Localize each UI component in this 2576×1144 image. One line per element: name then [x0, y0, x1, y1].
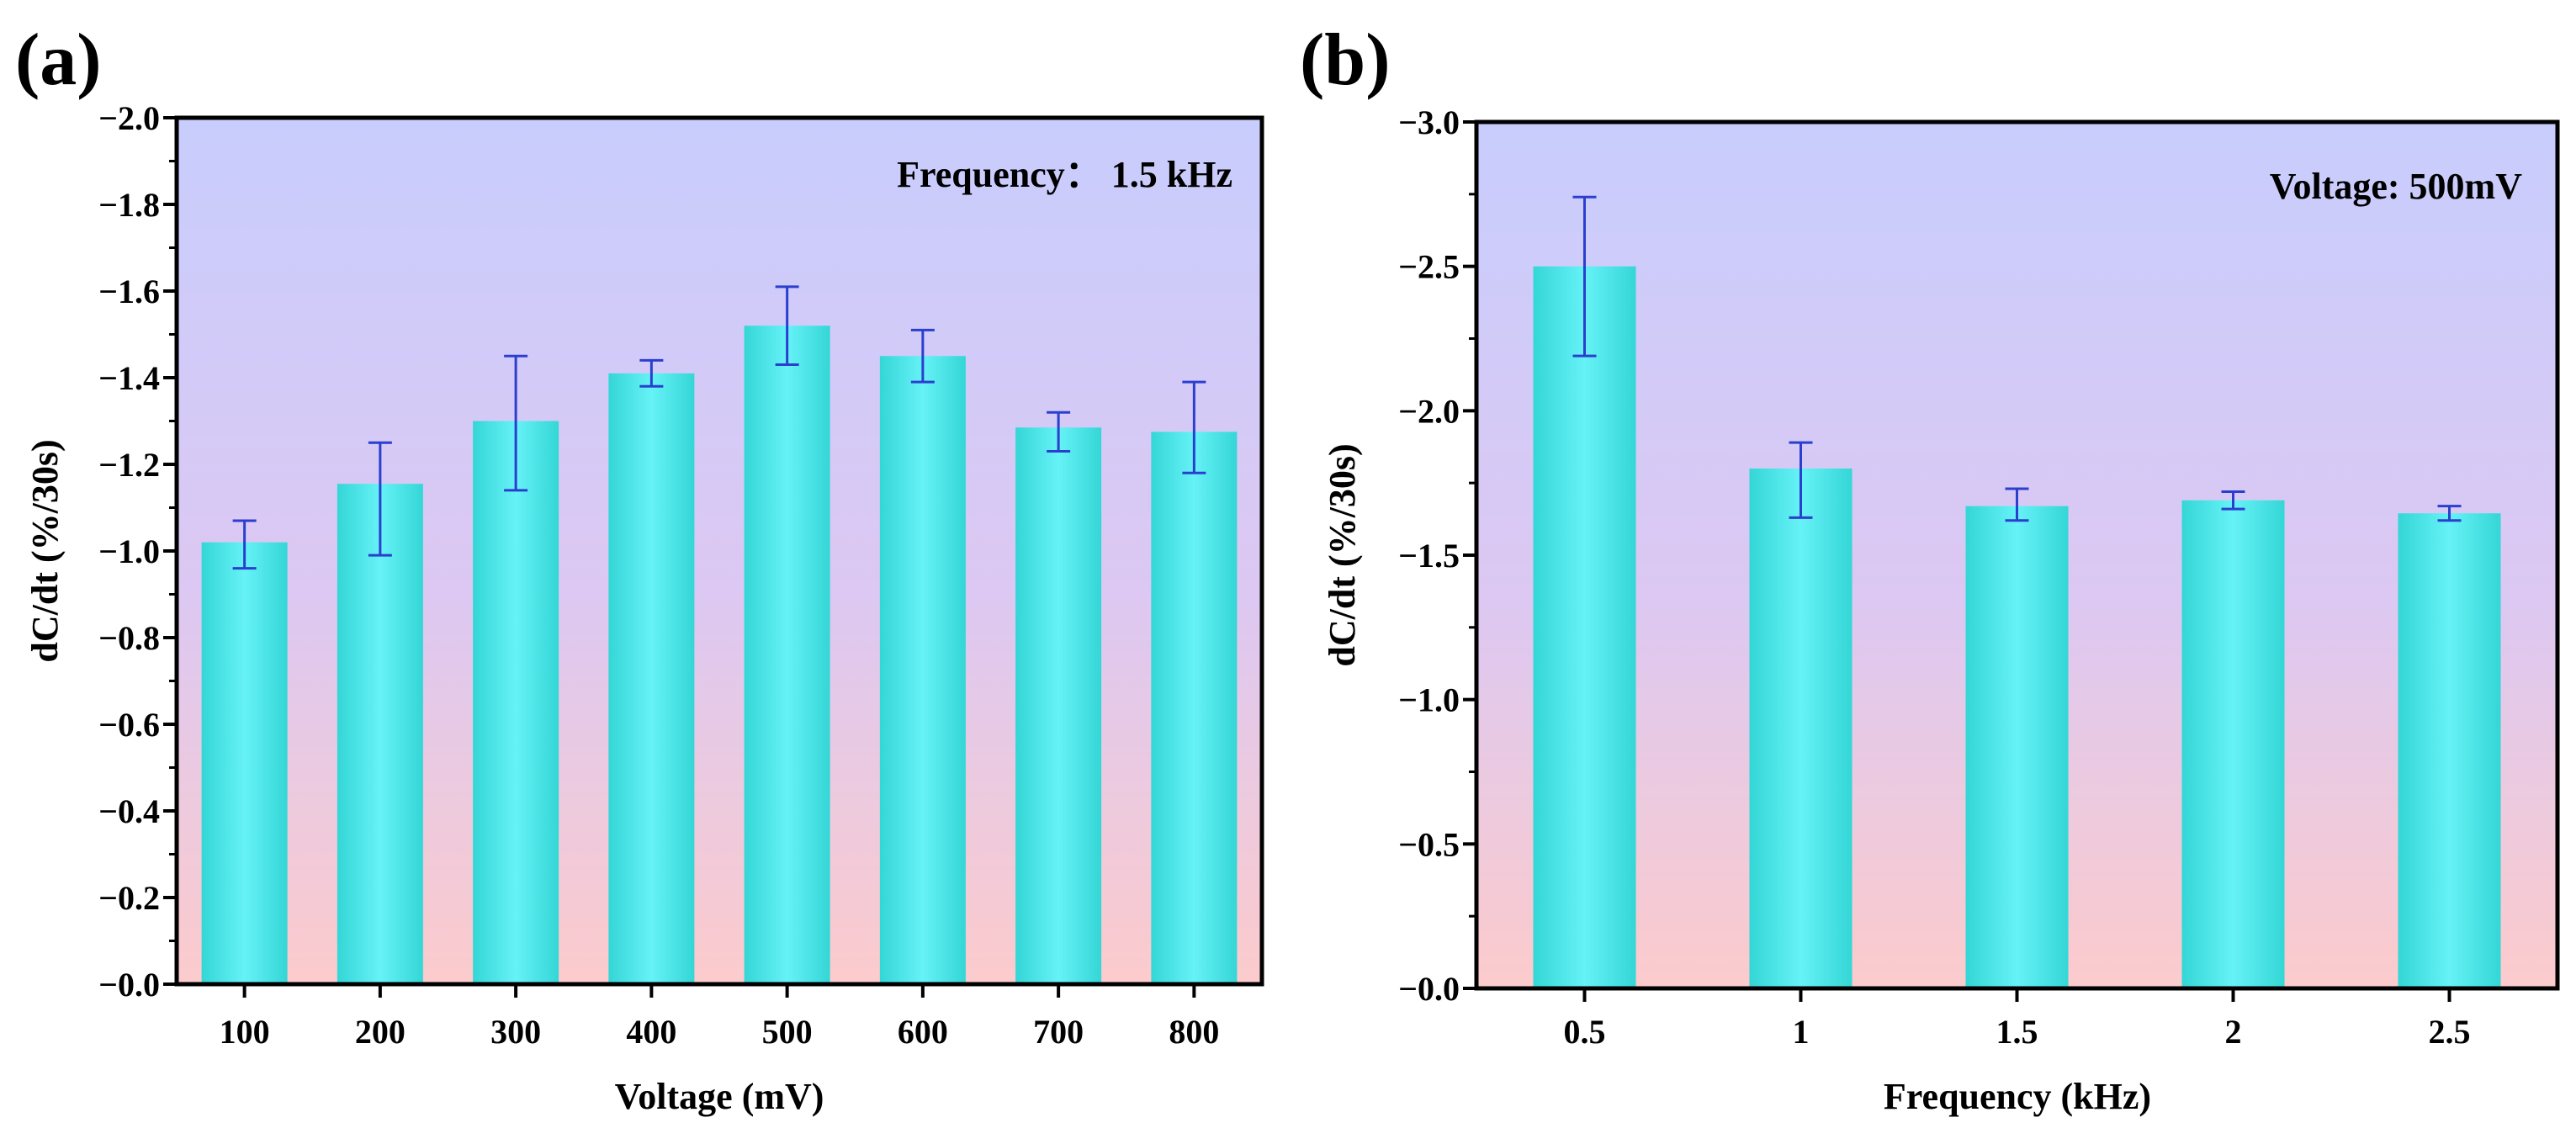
- error-bars-b: [1572, 195, 2462, 522]
- y-tick-label-b-2: −1.0: [1398, 681, 1460, 719]
- x-ticks-b: 0.5 1 1.5 2 2.5: [1564, 988, 2471, 1051]
- x-tick-label-a-200: 200: [355, 1013, 405, 1051]
- bar-a-300: [473, 421, 559, 984]
- x-tick-label-b-0.5: 0.5: [1564, 1013, 1606, 1051]
- y-ticks-a: −0.0 −0.2 −0.4 −0.6 −0.8 −1.0 −1.2 −1.4 −1.6 −1.8…: [98, 99, 177, 1004]
- y-tick-label-a-8: −1.6: [98, 273, 160, 310]
- chart-panel-b: (b) −0.0 −0.5 −1.0 −1.5 −2.0 −2.5 −3.0 0.5 1 1.5…: [1300, 19, 2560, 1117]
- plot-frame-a: [174, 115, 1264, 987]
- bar-b-1: [1749, 469, 1852, 988]
- bar-a-400: [608, 373, 695, 985]
- y-tick-label-a-5: −1.0: [98, 532, 160, 570]
- x-tick-label-b-1: 1: [1793, 1013, 1810, 1051]
- y-tick-label-b-5: −2.5: [1398, 248, 1460, 286]
- x-ticks-a: 100 200 300 400 500 600 700 800: [220, 984, 1219, 1051]
- y-tick-label-a-9: −1.8: [98, 186, 160, 224]
- y-tick-label-b-6: −3.0: [1398, 103, 1460, 141]
- chart-panel-a: (a) −0.0 −0.2 −0.4 −0.6 −0.8 −1.0 −1.2 −1.4 −1.6…: [15, 19, 1264, 1117]
- bar-a-600: [879, 356, 966, 984]
- bar-b-1.5: [1965, 506, 2069, 988]
- error-bars-a: [232, 285, 1206, 570]
- y-tick-label-a-10: −2.0: [98, 99, 160, 137]
- y-tick-label-a-3: −0.6: [98, 706, 160, 744]
- bar-b-0.5: [1533, 266, 1636, 989]
- bar-a-800: [1151, 432, 1238, 984]
- bar-b-2: [2181, 500, 2285, 988]
- y-ticks-b: −0.0 −0.5 −1.0 −1.5 −2.0 −2.5 −3.0: [1398, 103, 1476, 1008]
- bars-b: [1533, 266, 2501, 989]
- x-axis-title-a: Voltage (mV): [615, 1076, 824, 1117]
- bar-a-100: [201, 542, 288, 984]
- x-axis-title-b: Frequency (kHz): [1884, 1076, 2151, 1117]
- bar-a-700: [1015, 427, 1102, 985]
- panel-label-b: (b): [1300, 19, 1391, 101]
- bar-a-500: [744, 326, 830, 984]
- y-tick-label-b-0: −0.0: [1398, 970, 1460, 1008]
- annotation-a: Frequency： 1.5 kHz: [897, 154, 1232, 195]
- x-tick-label-b-1.5: 1.5: [1996, 1013, 2038, 1051]
- x-tick-label-a-800: 800: [1169, 1013, 1219, 1051]
- y-tick-label-b-1: −0.5: [1398, 825, 1460, 863]
- bar-a-200: [337, 484, 423, 984]
- x-tick-label-a-300: 300: [490, 1013, 541, 1051]
- bars-a: [201, 326, 1238, 985]
- y-tick-label-a-7: −1.4: [98, 359, 160, 397]
- y-tick-label-b-4: −2.0: [1398, 392, 1460, 430]
- y-tick-label-a-1: −0.2: [98, 879, 160, 917]
- bar-b-2.5: [2398, 513, 2501, 988]
- x-tick-label-a-500: 500: [762, 1013, 813, 1051]
- y-tick-label-a-4: −0.8: [98, 619, 160, 657]
- x-tick-label-a-700: 700: [1033, 1013, 1084, 1051]
- annotation-b: Voltage: 500mV: [2270, 166, 2522, 207]
- y-axis-title-a: dC/dt (%/30s): [24, 439, 66, 662]
- x-tick-label-a-100: 100: [220, 1013, 270, 1051]
- x-tick-label-b-2: 2: [2225, 1013, 2242, 1051]
- y-tick-label-a-6: −1.2: [98, 446, 160, 484]
- x-tick-label-a-400: 400: [626, 1013, 676, 1051]
- y-tick-label-b-3: −1.5: [1398, 537, 1460, 575]
- plot-frame-b: [1474, 119, 2560, 991]
- panel-label-a: (a): [15, 19, 102, 101]
- y-axis-title-b: dC/dt (%/30s): [1322, 443, 1363, 666]
- x-tick-label-a-600: 600: [898, 1013, 948, 1051]
- y-tick-label-a-0: −0.0: [98, 966, 160, 1004]
- x-tick-label-b-2.5: 2.5: [2429, 1013, 2471, 1051]
- y-tick-label-a-2: −0.4: [98, 792, 160, 830]
